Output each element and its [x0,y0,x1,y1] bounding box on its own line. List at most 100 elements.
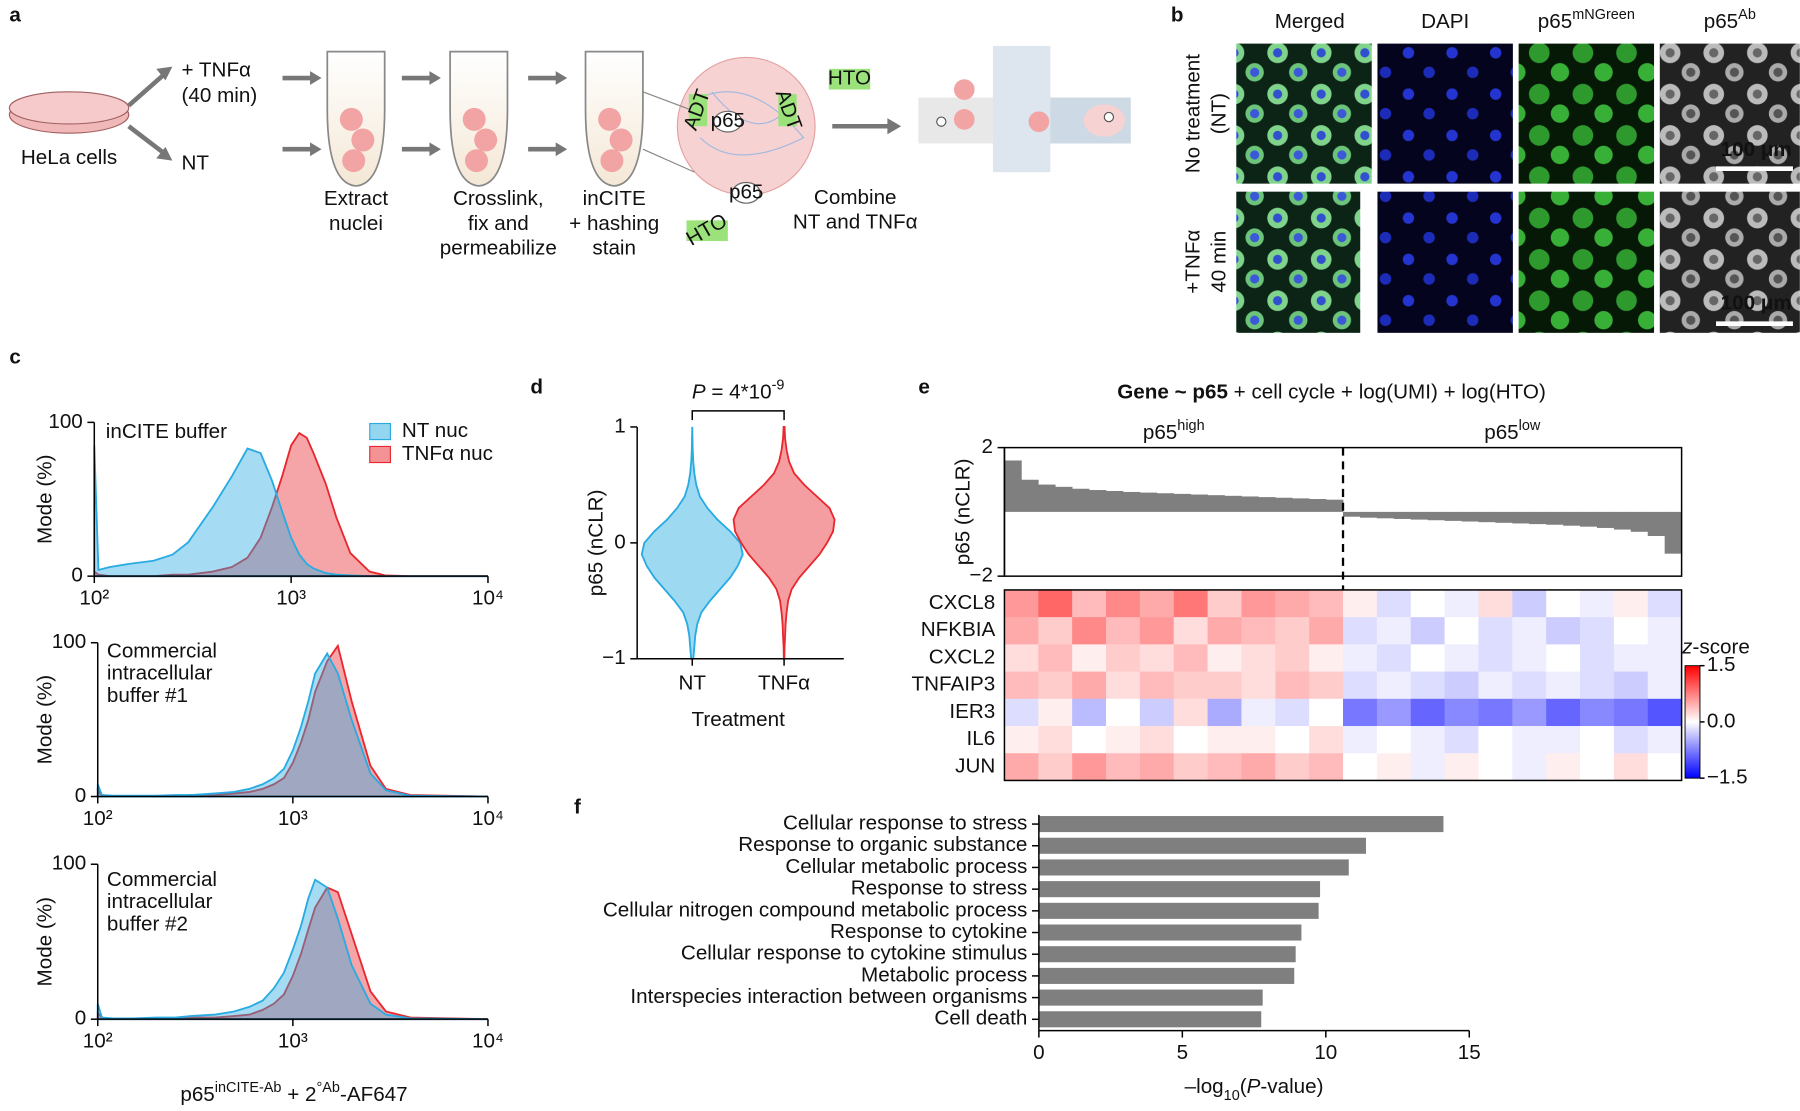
x-axis-label: –log10(P-value) [1185,1075,1324,1103]
bar [1444,511,1462,521]
gene-label: JUN [955,754,995,777]
bar [1089,490,1107,512]
y-tick-label: 0 [71,564,82,587]
text-part: -value) [1260,1075,1323,1098]
heatmap-cell [1410,698,1446,727]
heatmap-cell [1376,671,1412,700]
nuclei [339,107,633,173]
heatmap-cell [1241,671,1276,700]
bar [1580,511,1598,527]
heatmap-cell [1106,589,1141,618]
heatmap-cell [1004,644,1039,673]
heatmap-cell [1139,726,1175,754]
heatmap-cell [1173,589,1209,618]
heatmap-cell [1647,698,1683,727]
bar [1359,511,1378,518]
panel-label: d [530,375,543,398]
x-tick-label: 5 [1177,1041,1188,1064]
heatmap-cell [1275,644,1310,673]
row-label: No treatment [1181,54,1204,174]
heatmap-cell [1512,644,1547,673]
violin [732,426,836,660]
colorbar [1684,665,1701,779]
gene-label: CXCL8 [929,591,996,614]
heatmap-cell [1546,698,1581,727]
row-label: (NT) [1208,93,1231,134]
treatment-label: NT [182,152,210,175]
heatmap-cell [1580,589,1615,618]
violin [640,426,744,660]
category-label: Response to organic substance [738,833,1027,856]
heatmap-cell [1309,698,1344,727]
heatmap-cell [1512,698,1547,727]
bar [1630,511,1649,532]
text-part: Merged [1275,10,1345,33]
panel-label: f [574,795,581,818]
heatmap-cell [1038,671,1073,700]
heatmap-cell [1512,671,1547,700]
heatmap-cell [1580,644,1615,673]
y-tick-label: −2 [969,564,993,587]
heatmap-cell [1376,644,1412,673]
column-header: Merged [1275,10,1345,33]
arrows [127,69,890,158]
column-header: DAPI [1421,10,1469,33]
bar [1038,924,1302,941]
bar [1258,497,1276,512]
bar [1241,496,1259,512]
text-part: p65 [180,1084,214,1107]
bar [1275,497,1293,512]
heatmap-cell [1139,589,1175,618]
y-tick-label: 100 [52,852,86,875]
bar [1038,989,1263,1006]
step-label: + hashing [569,212,659,235]
heatmap-cell [1072,698,1107,727]
area [96,651,488,798]
heatmap-cell [1173,726,1209,754]
heatmap-cell [1139,644,1175,673]
y-tick-label: 0 [75,1007,86,1030]
heatmap-cell [1580,753,1615,781]
annotation: Commercial [107,639,217,662]
heatmap-cell [1376,753,1412,781]
heatmap-cell [1410,589,1446,618]
heatmap-cell [1343,644,1378,673]
text-part: DAPI [1421,10,1469,33]
bar [1156,493,1175,512]
text-part: -9 [772,377,785,393]
y-tick-label: 2 [981,435,992,458]
heatmap-cell [1376,589,1412,618]
annotation: buffer #2 [107,913,188,936]
y-tick-label: 100 [48,410,82,433]
droplets [936,79,1125,137]
heatmap-cell [1173,617,1209,645]
heatmap-cell [1478,726,1513,754]
heatmap-cell [1309,753,1344,781]
heatmap-cell [1275,671,1310,700]
category-label: Cellular metabolic process [785,855,1027,878]
heatmap-cell [1647,617,1683,645]
x-tick-label: 10² [79,587,109,610]
group-label: p65high [1143,418,1205,445]
text-part: p65 [1704,10,1738,33]
row-label: 40 min [1208,231,1231,293]
heatmap-cell [1106,726,1141,754]
heatmap-cell [1072,589,1107,618]
heatmap-cell [1546,726,1581,754]
bar [1207,495,1225,512]
y-axis-label: Mode (%) [34,455,57,544]
text-part: Gene ~ p65 [1117,381,1228,404]
heatmap-cell [1275,726,1310,754]
heatmap-cell [1546,671,1581,700]
category-label: Interspecies interaction between organis… [630,985,1027,1008]
panel-label: c [9,346,20,369]
bar [1664,511,1682,554]
bar [1055,486,1073,512]
legend-label: NT nuc [402,419,468,442]
molecule-label: p65 [711,109,745,132]
heatmap-cell [1275,753,1310,781]
heatmap-cell [1241,644,1276,673]
legend-swatch [369,422,391,441]
x-axis-label: Treatment [692,708,786,731]
heatmap-cell [1343,753,1378,781]
